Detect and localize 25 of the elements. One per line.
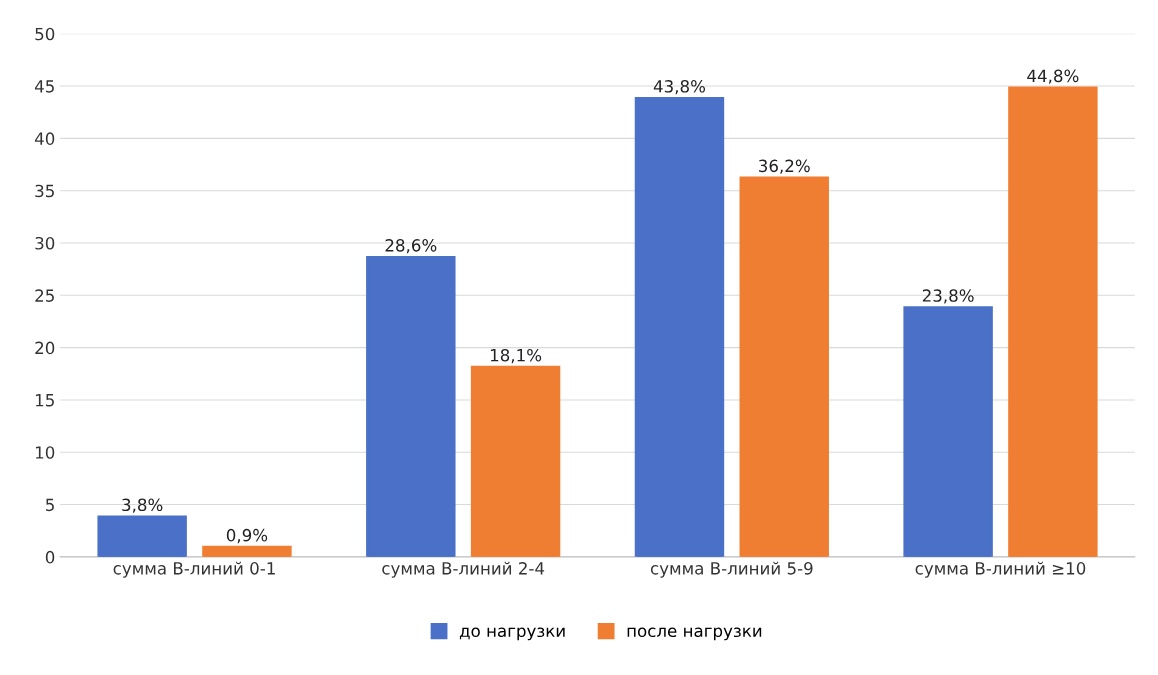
y-tick-label: 35 bbox=[35, 184, 54, 198]
y-tick-label: 25 bbox=[35, 289, 54, 302]
data-label: 3,8% bbox=[122, 498, 163, 513]
legend-label: до нагрузки bbox=[459, 627, 565, 641]
y-tick-label: 50 bbox=[35, 27, 55, 41]
data-label: 0,9% bbox=[226, 528, 268, 544]
y-tick-label: 15 bbox=[35, 394, 54, 407]
data-label: 44,8% bbox=[1027, 69, 1079, 84]
y-tick-label: 10 bbox=[35, 446, 55, 459]
x-tick-label: сумма B-линий 0-1 bbox=[113, 561, 275, 578]
data-label: 18,1% bbox=[490, 348, 542, 364]
y-tick-label: 5 bbox=[46, 498, 54, 512]
data-label: 23,8% bbox=[922, 289, 974, 304]
y-tick-label: 30 bbox=[35, 236, 55, 250]
x-tick-label: сумма B-линий 2-4 bbox=[382, 561, 545, 578]
data-label: 43,8% bbox=[653, 80, 706, 95]
y-tick-label: 20 bbox=[35, 341, 55, 355]
x-tick-label: сумма B-линий 5-9 bbox=[650, 561, 813, 578]
data-label: 28,6% bbox=[385, 239, 437, 254]
data-label: 36,2% bbox=[759, 159, 810, 174]
y-tick-label: 45 bbox=[34, 80, 54, 93]
legend-label: после нагрузки bbox=[627, 627, 762, 641]
x-tick-label: сумма B-линий ≥10 bbox=[915, 561, 1086, 578]
y-tick-label: 0 bbox=[45, 550, 55, 564]
y-tick-label: 40 bbox=[34, 132, 55, 145]
